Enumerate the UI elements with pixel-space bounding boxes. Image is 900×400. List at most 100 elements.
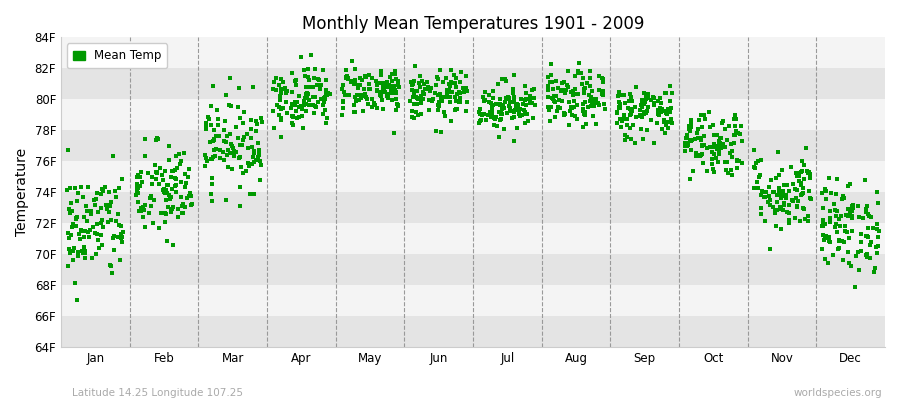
Point [319,77,333,84]
Point [722,122,736,129]
Point [446,80,461,86]
Point [406,81,420,87]
Point [772,185,787,192]
Point [612,105,626,111]
Point [299,84,313,90]
Point [210,107,224,114]
Point [179,194,194,201]
Point [554,88,568,94]
Point [302,74,316,80]
Point [844,215,859,221]
Point [778,182,792,189]
Point [247,190,261,197]
Point [818,186,832,192]
Point [109,218,123,225]
Point [782,210,796,217]
Point [296,67,310,74]
Point [870,189,885,195]
Point [183,190,197,196]
Point [639,108,653,114]
Point [405,87,419,94]
Point [300,90,314,96]
Point [720,158,734,165]
Point [477,110,491,117]
Point [478,116,492,123]
Point [832,223,847,230]
Point [384,70,399,77]
Point [770,199,784,205]
Bar [61,254,885,285]
Point [319,88,333,94]
Point [518,108,532,115]
Point [351,82,365,89]
Point [280,110,294,116]
Point [272,82,286,88]
Point [860,254,874,260]
Point [88,230,103,236]
Point [149,135,164,141]
Point [113,223,128,229]
Point [866,225,880,232]
Point [219,139,233,145]
Point [544,60,559,67]
Point [804,195,818,201]
Point [718,126,733,132]
Point [860,202,874,209]
Point [823,215,837,221]
Point [543,117,557,124]
Point [647,100,662,106]
Point [694,152,708,158]
Point [587,103,601,109]
Point [300,94,314,101]
Point [135,179,149,186]
Point [788,194,803,201]
Point [788,186,802,193]
Point [503,98,517,105]
Point [443,99,457,105]
Point [130,180,144,187]
Point [832,237,846,244]
Point [870,221,885,227]
Point [241,160,256,166]
Point [410,95,425,102]
Point [76,250,91,256]
Point [199,126,213,132]
Point [663,98,678,104]
Point [440,87,454,93]
Point [447,94,462,100]
Point [802,169,816,175]
Point [771,149,786,156]
Point [84,208,98,214]
Point [730,165,744,172]
Point [803,174,817,181]
Point [730,157,744,163]
Point [296,125,310,132]
Point [248,128,263,134]
Point [165,206,179,212]
Point [274,117,289,124]
Point [528,102,543,108]
Point [392,102,406,108]
Point [665,120,680,126]
Point [274,106,288,113]
Point [284,70,299,76]
Point [404,82,419,88]
Point [758,189,772,195]
Point [448,75,463,81]
Point [651,107,665,113]
Point [842,212,856,219]
Point [660,109,674,116]
Point [575,108,590,114]
Point [347,77,362,83]
Point [435,94,449,100]
Point [751,185,765,192]
Point [508,107,522,113]
Point [678,143,692,150]
Point [374,93,388,100]
Point [244,134,258,141]
Point [358,91,373,98]
Point [387,70,401,77]
Point [319,87,333,93]
Point [504,108,518,114]
Point [487,122,501,128]
